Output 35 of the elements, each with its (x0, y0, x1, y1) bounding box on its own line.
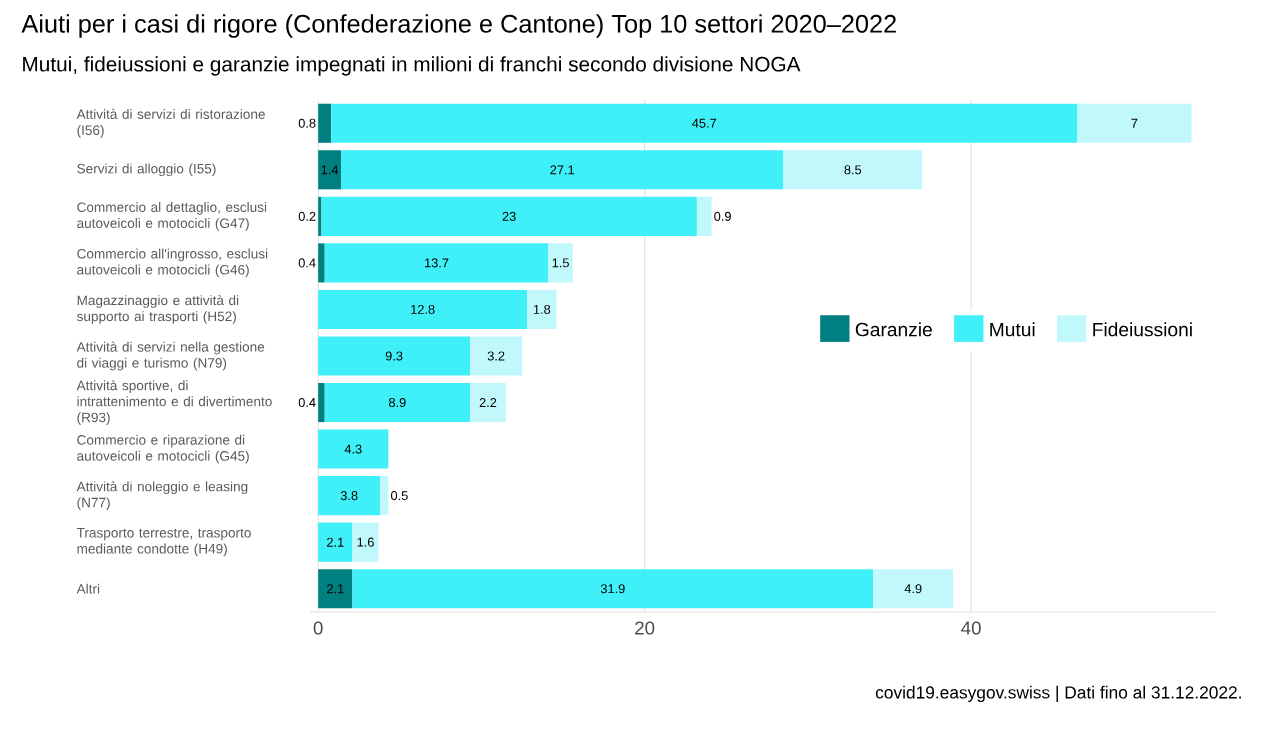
bar (380, 476, 389, 516)
bar (318, 522, 353, 562)
bar (324, 382, 470, 423)
legend-label: Garanzie (855, 322, 932, 337)
bar (527, 289, 557, 329)
bar (341, 150, 784, 190)
bar (324, 243, 549, 283)
bar (318, 429, 389, 469)
bar (318, 336, 470, 376)
bar (548, 243, 573, 283)
bar (469, 382, 506, 423)
bar (318, 243, 325, 283)
bar (318, 476, 381, 516)
x-tick-label: 0 (313, 621, 323, 635)
bar (318, 569, 353, 609)
text: covid19.easygov.swiss | Dati fino al 31.12.2022. (875, 685, 1241, 703)
bar (318, 289, 528, 329)
chart-subtitle: Mutui, fideiussioni e garanzie impegnati in milioni di franchi secondo divisione NOGA (23, 56, 801, 76)
bar (318, 103, 332, 143)
bar (352, 522, 379, 562)
bar (873, 569, 954, 609)
chart-title: Aiuti per i casi di rigore (Confederazione e Cantone) Top 10 settori 2020–2022 (21, 14, 896, 38)
bar (318, 382, 325, 423)
bar (318, 150, 342, 190)
bar (696, 196, 712, 236)
bar (352, 569, 874, 609)
legend-label: Mutui (990, 322, 1035, 337)
bar (331, 103, 1078, 143)
legend-label: Fideiussioni (1093, 322, 1192, 337)
bar (469, 336, 523, 376)
bar (321, 196, 697, 236)
x-tick-label: 40 (961, 621, 981, 635)
bar (783, 150, 923, 190)
bar (1077, 103, 1192, 143)
x-tick-label: 20 (635, 621, 655, 635)
